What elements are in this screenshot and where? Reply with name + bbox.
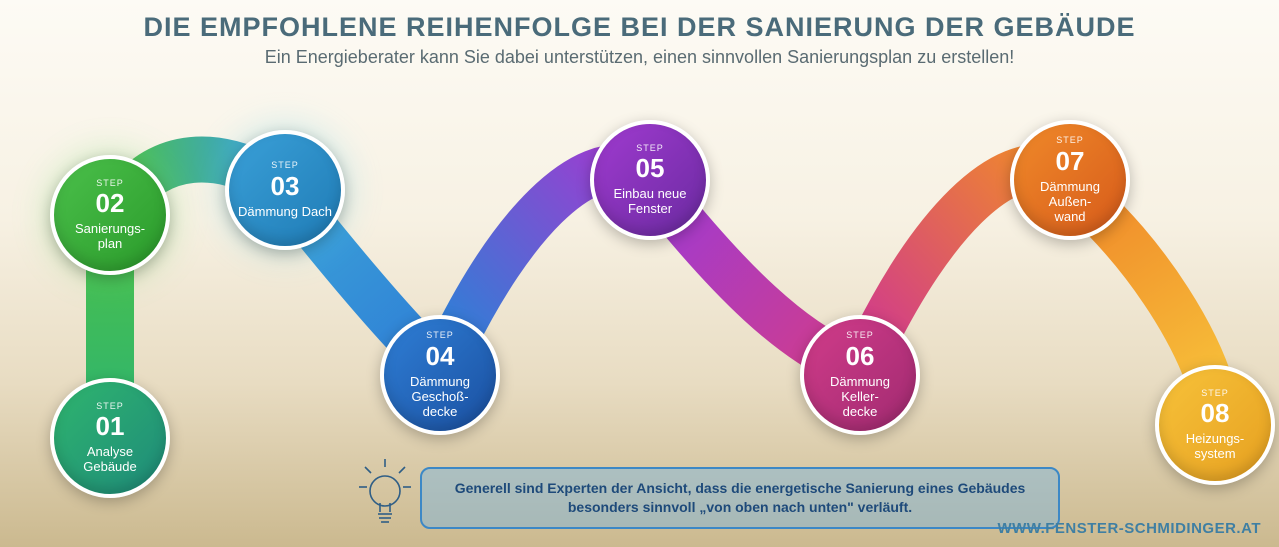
flow-connectors (0, 0, 1279, 547)
connector-05-06 (665, 200, 850, 365)
glow-03 (200, 105, 370, 275)
connector-07-08 (1085, 200, 1215, 400)
connector-04-05 (455, 167, 640, 340)
glow-02 (25, 130, 195, 300)
expert-note-text: Generell sind Experten der Ansicht, dass… (455, 480, 1026, 515)
expert-note: Generell sind Experten der Ansicht, dass… (420, 467, 1060, 529)
lightbulb-icon (355, 457, 415, 527)
website-url: WWW.FENSTER-SCHMIDINGER.AT (997, 520, 1261, 537)
connector-06-07 (875, 167, 1060, 340)
